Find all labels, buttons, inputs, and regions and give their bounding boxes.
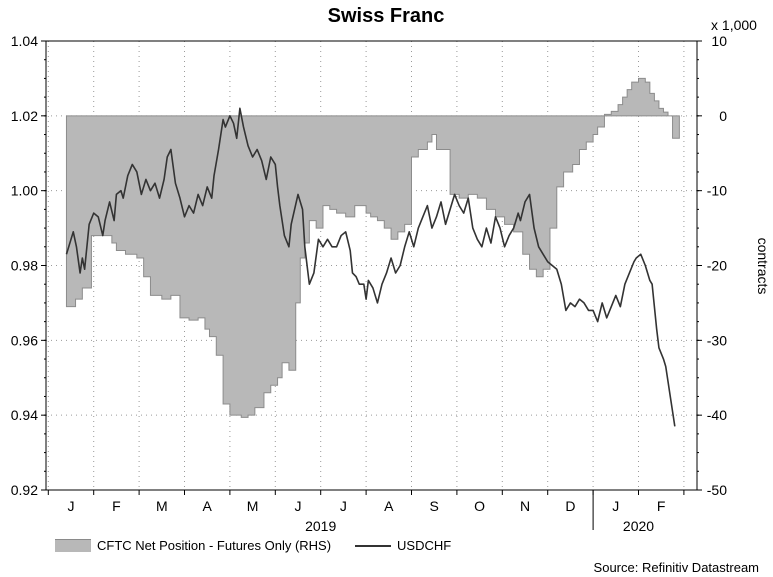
x-axis-month-label: N xyxy=(520,498,530,514)
chart-title: Swiss Franc xyxy=(328,5,445,27)
cftc-net-position-area xyxy=(65,77,680,418)
legend-line-swatch xyxy=(355,544,392,547)
left-axis-tick-label: 1.02 xyxy=(11,108,38,124)
cftc-area-layer xyxy=(65,77,680,418)
x-axis-month-label: D xyxy=(565,498,575,514)
source-note: Source: Refinitiv Datastream xyxy=(593,560,759,575)
right-axis-multiplier: x 1,000 xyxy=(711,17,757,33)
x-axis-month-label: O xyxy=(474,498,485,514)
left-axis-tick-label: 1.04 xyxy=(11,33,38,49)
right-axis-tick-label: -20 xyxy=(707,258,727,274)
legend-usdchf-label: USDCHF xyxy=(397,538,452,553)
x-axis-month-label: F xyxy=(657,498,666,514)
x-axis-year-label: 2020 xyxy=(623,518,654,534)
x-axis-month-label: A xyxy=(203,498,213,514)
x-axis-month-label: J xyxy=(68,498,75,514)
left-axis-tick-label: 0.92 xyxy=(11,482,38,498)
right-axis-label: contracts xyxy=(755,238,771,295)
x-axis-month-label: M xyxy=(247,498,259,514)
right-axis-tick-label: 10 xyxy=(711,33,727,49)
left-axis-tick-label: 0.94 xyxy=(11,407,38,423)
left-axis-tick-label: 1.00 xyxy=(11,183,38,199)
usdchf-line-layer xyxy=(65,107,676,427)
left-axis-tick-label: 0.98 xyxy=(11,258,38,274)
x-axis-month-label: J xyxy=(295,498,302,514)
x-axis-year-label: 2019 xyxy=(305,518,336,534)
x-axis-month-label: J xyxy=(612,498,619,514)
usdchf-line xyxy=(65,107,676,427)
right-axis-tick-label: -50 xyxy=(707,482,727,498)
left-axis-tick-label: 0.96 xyxy=(11,332,38,348)
axes: 0.92 0.94 0.96 0.98 1.00 1.02 1.04 -50 -40 -30 -20… xyxy=(11,33,727,534)
x-axis-month-label: F xyxy=(112,498,121,514)
right-axis-tick-label: -40 xyxy=(707,407,727,423)
x-axis-month-label: S xyxy=(430,498,439,514)
x-axis-month-label: J xyxy=(340,498,347,514)
legend: CFTC Net Position - Futures Only (RHS) U… xyxy=(55,538,451,553)
right-axis-tick-label: 0 xyxy=(719,108,727,124)
legend-area-swatch xyxy=(55,539,91,552)
right-axis-tick-label: -30 xyxy=(707,332,727,348)
right-axis-tick-label: -10 xyxy=(707,183,727,199)
legend-cftc-label: CFTC Net Position - Futures Only (RHS) xyxy=(97,538,332,553)
x-axis-month-label: M xyxy=(156,498,168,514)
x-axis-month-label: A xyxy=(384,498,394,514)
